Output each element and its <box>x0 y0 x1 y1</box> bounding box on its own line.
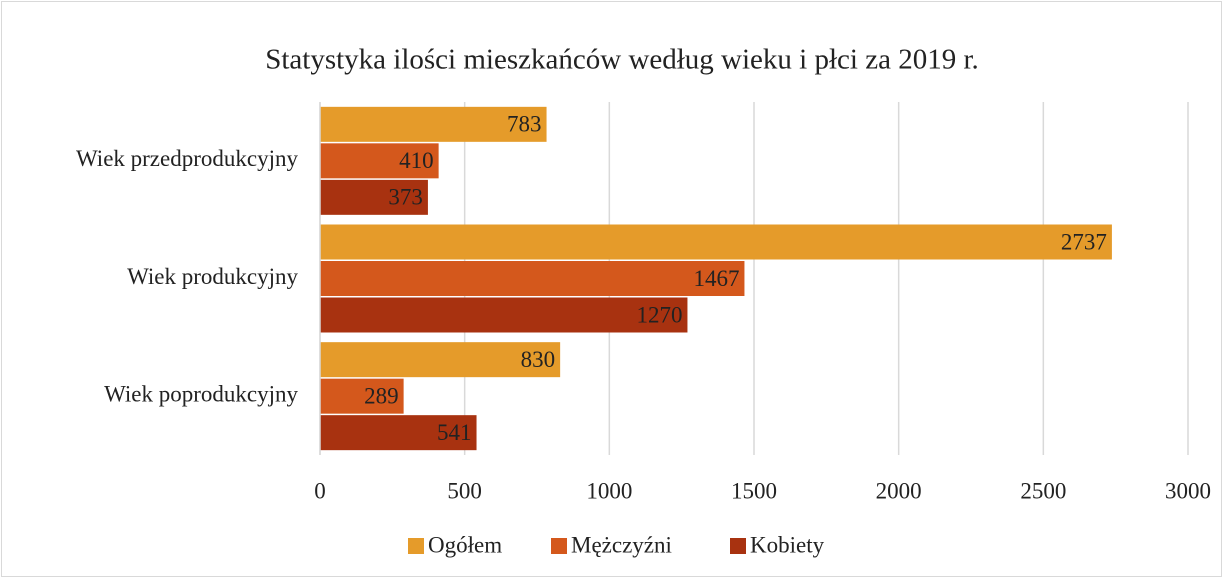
legend-label: Mężczyźni <box>571 532 672 557</box>
legend-label: Ogółem <box>428 532 502 557</box>
legend-swatch <box>408 538 424 554</box>
data-label: 289 <box>364 383 399 408</box>
data-label: 2737 <box>1061 229 1107 254</box>
bar <box>320 179 428 215</box>
bar <box>320 415 477 451</box>
data-label: 1467 <box>693 266 739 291</box>
y-tick-label: Wiek produkcyjny <box>127 264 298 289</box>
bar <box>320 106 547 142</box>
x-tick-label: 1500 <box>731 478 777 503</box>
legend-swatch <box>551 538 567 554</box>
bar <box>320 378 404 414</box>
bar <box>320 224 1112 260</box>
x-tick-label: 500 <box>447 478 482 503</box>
data-label: 541 <box>437 420 472 445</box>
legend-label: Kobiety <box>750 532 825 557</box>
bar <box>320 261 745 296</box>
data-label: 373 <box>388 185 423 210</box>
bar <box>320 342 561 378</box>
bar <box>320 297 688 333</box>
legend-swatch <box>730 538 746 554</box>
x-tick-label: 1000 <box>586 478 632 503</box>
bar <box>320 143 439 179</box>
x-tick-label: 3000 <box>1165 478 1211 503</box>
chart-title: Statystyka ilości mieszkańców według wie… <box>265 44 979 76</box>
x-tick-label: 2500 <box>1020 478 1066 503</box>
y-tick-label: Wiek poprodukcyjny <box>104 381 298 406</box>
x-tick-label: 2000 <box>876 478 922 503</box>
data-label: 783 <box>507 112 542 137</box>
data-label: 830 <box>521 347 556 372</box>
y-tick-label: Wiek przedprodukcyjny <box>76 146 298 171</box>
data-label: 1270 <box>636 302 682 327</box>
x-tick-label: 0 <box>314 478 326 503</box>
data-label: 410 <box>399 148 434 173</box>
